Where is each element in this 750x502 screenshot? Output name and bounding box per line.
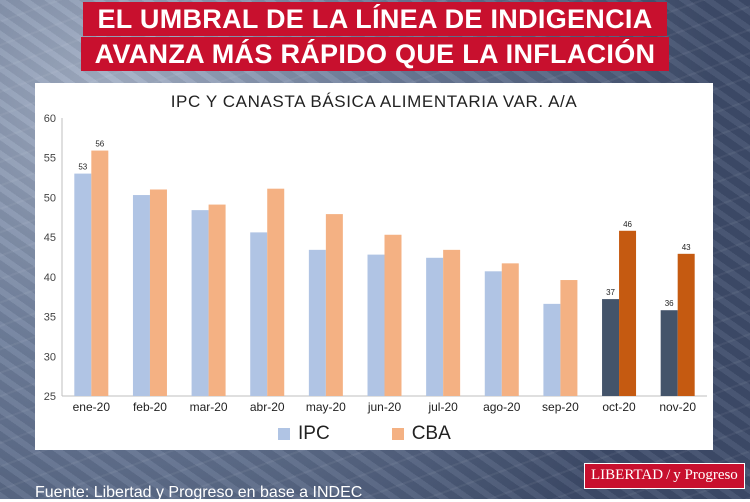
bar-ipc-jul-20 bbox=[426, 257, 444, 396]
y-tick-label: 40 bbox=[44, 272, 56, 284]
bar-cba-sep-20 bbox=[560, 280, 578, 396]
headline-line-1: EL UMBRAL DE LA LÍNEA DE INDIGENCIA bbox=[0, 2, 750, 36]
bar-cba-ene-20 bbox=[91, 150, 109, 396]
x-tick-label: oct-20 bbox=[602, 400, 636, 414]
legend-swatch-ipc bbox=[278, 428, 290, 440]
bar-cba-abr-20 bbox=[267, 188, 285, 396]
x-tick-label: jul-20 bbox=[427, 400, 458, 414]
bar-cba-oct-20 bbox=[619, 230, 637, 396]
data-label-cba-oct-20: 46 bbox=[623, 220, 632, 229]
x-tick-label: may-20 bbox=[306, 400, 346, 414]
bar-ipc-nov-20 bbox=[660, 310, 678, 396]
bar-ipc-mar-20 bbox=[191, 210, 209, 396]
headline-line-2: AVANZA MÁS RÁPIDO QUE LA INFLACIÓN bbox=[0, 37, 750, 71]
chart-legend: IPC CBA bbox=[278, 423, 451, 445]
bar-cba-jul-20 bbox=[443, 249, 461, 396]
bar-ipc-abr-20 bbox=[250, 232, 268, 396]
bar-cba-feb-20 bbox=[149, 189, 167, 396]
y-tick-label: 30 bbox=[44, 351, 56, 363]
legend-item-ipc: IPC bbox=[278, 423, 330, 445]
y-tick-label: 60 bbox=[44, 113, 56, 125]
y-tick-label: 50 bbox=[44, 192, 56, 204]
y-tick-label: 55 bbox=[44, 153, 56, 165]
source-note: Fuente: Libertad y Progreso en base a IN… bbox=[35, 484, 363, 501]
y-tick-label: 45 bbox=[44, 232, 56, 244]
y-tick-label: 35 bbox=[44, 312, 56, 324]
bar-ipc-ene-20 bbox=[74, 173, 92, 396]
x-tick-label: jun-20 bbox=[367, 400, 402, 414]
bar-ipc-may-20 bbox=[308, 249, 326, 396]
legend-label-cba: CBA bbox=[411, 423, 451, 444]
x-tick-label: mar-20 bbox=[190, 400, 228, 414]
bar-ipc-sep-20 bbox=[543, 303, 561, 396]
legend-swatch-cba bbox=[391, 428, 404, 440]
data-label-ipc-ene-20: 53 bbox=[78, 163, 87, 172]
bar-ipc-ago-20 bbox=[484, 271, 502, 396]
brand-logo: LIBERTAD / y Progreso bbox=[584, 463, 745, 489]
x-tick-label: ene-20 bbox=[73, 400, 111, 414]
x-tick-label: nov-20 bbox=[659, 400, 696, 414]
bar-cba-mar-20 bbox=[208, 204, 226, 396]
bar-cba-nov-20 bbox=[677, 253, 695, 396]
bar-chart: 25 30 35 40 45 50 55 60 53 56 ene-20 feb-20 mar-20 ab… bbox=[44, 113, 707, 414]
data-label-cba-nov-20: 43 bbox=[682, 243, 691, 252]
bar-ipc-jun-20 bbox=[367, 254, 385, 396]
legend-label-ipc: IPC bbox=[298, 423, 330, 444]
chart-panel: IPC Y CANASTA BÁSICA ALIMENTARIA VAR. A/… bbox=[35, 83, 713, 450]
bar-ipc-feb-20 bbox=[132, 195, 150, 396]
y-tick-label: 25 bbox=[44, 391, 56, 403]
data-label-ipc-nov-20: 36 bbox=[665, 299, 674, 308]
bar-cba-may-20 bbox=[325, 214, 343, 396]
x-tick-label: feb-20 bbox=[133, 400, 167, 414]
bar-cba-ago-20 bbox=[501, 263, 519, 396]
legend-item-cba: CBA bbox=[391, 423, 451, 445]
bar-cba-jun-20 bbox=[384, 234, 402, 396]
x-tick-label: sep-20 bbox=[542, 400, 579, 414]
chart-title: IPC Y CANASTA BÁSICA ALIMENTARIA VAR. A/… bbox=[170, 92, 578, 111]
data-label-ipc-oct-20: 37 bbox=[606, 288, 615, 297]
x-tick-label: abr-20 bbox=[250, 400, 285, 414]
data-label-cba-ene-20: 56 bbox=[95, 140, 104, 149]
bar-ipc-oct-20 bbox=[602, 299, 620, 396]
x-tick-label: ago-20 bbox=[483, 400, 521, 414]
